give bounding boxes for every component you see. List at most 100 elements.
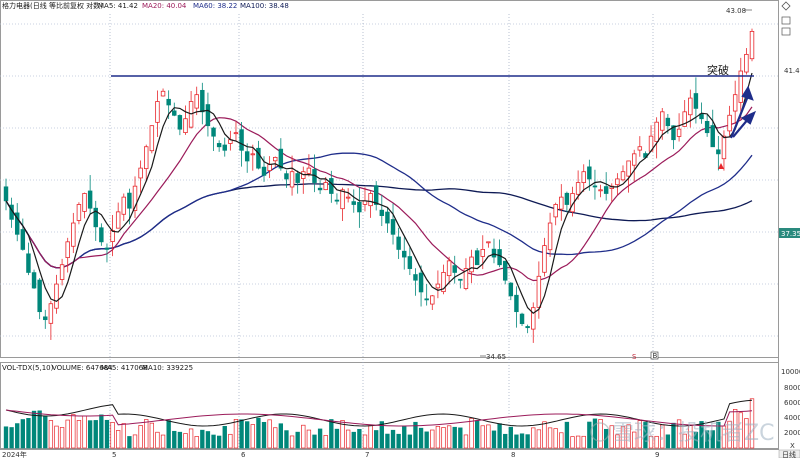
- candle: [216, 143, 222, 148]
- volume-bar: [334, 428, 340, 449]
- candle: [390, 219, 396, 235]
- volume-ma5-path: [5, 399, 753, 427]
- ma5-line: [5, 72, 753, 314]
- volume-bar: [648, 435, 654, 449]
- candle: [144, 146, 149, 170]
- volume-bar: [738, 412, 743, 449]
- candle: [379, 209, 385, 216]
- volume-bar: [553, 428, 558, 449]
- volume-bar: [418, 427, 424, 449]
- candle: [138, 167, 143, 179]
- volume-bar: [37, 410, 42, 449]
- vol-axis-2: 60000: [784, 399, 800, 407]
- candle: [396, 236, 401, 250]
- trend-arrow-1-icon: [729, 95, 750, 139]
- candle: [132, 185, 138, 211]
- volume-bar: [3, 426, 9, 449]
- zoom-in-icon[interactable]: [781, 16, 791, 25]
- volume-bar: [749, 398, 755, 449]
- volume-bar: [317, 428, 323, 449]
- volume-bar: [682, 433, 687, 449]
- volume-bar: [323, 435, 328, 449]
- volume-bar: [542, 421, 547, 449]
- vol-title: VOL-TDX(5,10): [2, 364, 54, 372]
- volume-bar: [637, 420, 642, 449]
- candle: [592, 185, 598, 188]
- volume-bar: [744, 418, 749, 449]
- vol-axis-1: 80000: [784, 384, 800, 392]
- volume-bar: [15, 423, 20, 449]
- volume-bar: [575, 435, 581, 449]
- candle: [317, 187, 323, 191]
- candle: [222, 144, 227, 151]
- candle: [654, 121, 659, 142]
- volume-bar: [200, 429, 205, 449]
- candle: [693, 93, 699, 109]
- ma5-readout: MA5: 41.42: [98, 2, 138, 10]
- watermark-text: 雪球：投机者ZC: [612, 421, 774, 446]
- candle: [155, 101, 160, 123]
- candle: [671, 125, 676, 141]
- candle: [115, 211, 121, 229]
- zoom-out-icon[interactable]: [781, 27, 791, 36]
- volume-bar: [480, 425, 485, 449]
- candle: [200, 89, 205, 113]
- candle: [71, 222, 76, 247]
- candle: [682, 111, 687, 127]
- volume-bar: [559, 432, 564, 449]
- candle: [93, 207, 98, 228]
- candle: [233, 132, 239, 135]
- period-button-label[interactable]: 日线: [782, 450, 796, 458]
- candle: [603, 186, 609, 194]
- volume-bar: [469, 417, 474, 449]
- volume-bar: [514, 434, 519, 449]
- candle: [458, 278, 463, 281]
- volume-bar: [284, 430, 289, 449]
- volume-bar: [665, 434, 671, 449]
- volume-bar: [424, 431, 429, 449]
- vol-axis-5: X: [790, 442, 795, 450]
- candle: [704, 121, 710, 134]
- candle: [250, 153, 256, 156]
- volume-bar: [273, 427, 278, 449]
- breakout-label: 突破: [707, 63, 729, 77]
- candle: [59, 264, 65, 280]
- volume-bar: [732, 409, 738, 449]
- volume-bar: [620, 426, 626, 449]
- candle: [559, 196, 564, 210]
- candle: [306, 167, 312, 174]
- volume-bar: [525, 434, 530, 449]
- candle: [598, 189, 603, 192]
- volume-bar: [233, 419, 239, 449]
- chart-settings-icon[interactable]: [781, 1, 791, 11]
- candle: [26, 253, 31, 273]
- candle: [295, 173, 300, 183]
- candle: [172, 110, 177, 116]
- candle: [402, 250, 407, 258]
- candle: [329, 178, 334, 194]
- month-separators: [109, 14, 654, 449]
- candle: [205, 104, 211, 127]
- candle: [676, 128, 682, 137]
- volume-bar: [183, 433, 188, 449]
- volume-bar: [413, 421, 418, 449]
- candle: [525, 326, 530, 329]
- period-button[interactable]: [778, 449, 800, 458]
- candle: [183, 118, 188, 133]
- volume-bar: [222, 425, 227, 449]
- sell-marker: S: [632, 353, 637, 361]
- candle: [631, 153, 637, 166]
- volume-bar: [121, 423, 126, 449]
- volume-bar: [340, 420, 345, 449]
- volume-bar: [278, 423, 284, 449]
- candle: [727, 114, 732, 132]
- candle: [211, 127, 216, 137]
- volume-bar: [289, 435, 295, 449]
- watermark: 雪球：投机者ZC: [590, 421, 774, 446]
- candle: [542, 245, 547, 273]
- candle: [418, 272, 424, 293]
- volume-bar: [379, 421, 384, 449]
- candle: [20, 229, 26, 250]
- candle: [284, 173, 289, 180]
